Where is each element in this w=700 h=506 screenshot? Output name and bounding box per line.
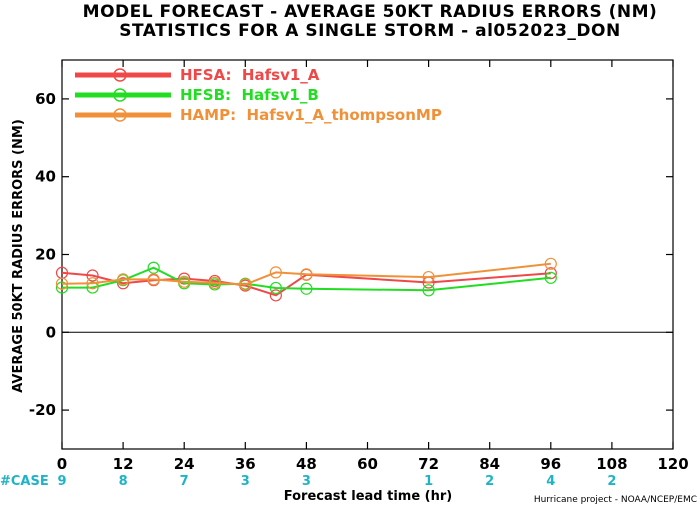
data-point	[300, 282, 313, 295]
data-point	[544, 257, 557, 270]
series-line	[62, 266, 551, 292]
data-point	[269, 289, 282, 302]
data-point	[116, 277, 130, 290]
legend-marker	[113, 108, 127, 122]
case-count: 3	[302, 474, 311, 489]
data-point	[86, 277, 99, 290]
data-point	[86, 281, 99, 294]
legend-label: HAMP: Hafsv1_A_thompsonMP	[180, 106, 442, 124]
case-count: 4	[546, 474, 555, 489]
x-tick-label: 24	[174, 455, 195, 473]
case-count: 3	[241, 474, 250, 489]
x-tick-label: 72	[418, 455, 439, 473]
case-count: 2	[607, 474, 616, 489]
x-axis-label: Forecast lead time (hr)	[284, 489, 452, 504]
y-tick-label: -20	[29, 401, 56, 419]
data-point	[300, 268, 313, 281]
y-tick-label: 0	[46, 323, 56, 341]
data-point	[86, 269, 99, 282]
x-tick-label: 12	[113, 455, 134, 473]
y-tick-label: 40	[35, 168, 56, 186]
x-tick-label: 48	[296, 455, 317, 473]
data-point	[55, 281, 69, 294]
data-point	[147, 273, 160, 286]
series-line	[61, 262, 551, 286]
case-count: 7	[180, 474, 189, 489]
data-point	[208, 276, 221, 289]
legend-label: HFSB: Hafsv1_B	[180, 86, 319, 104]
data-point	[55, 277, 69, 290]
data-point	[239, 278, 252, 291]
data-point	[116, 273, 130, 286]
case-count: 2	[485, 474, 494, 489]
y-axis-label: AVERAGE 50KT RADIUS ERRORS (NM)	[11, 119, 26, 393]
data-point	[269, 266, 282, 279]
data-point	[147, 261, 160, 274]
case-count: 9	[57, 474, 66, 489]
data-point	[269, 281, 282, 295]
data-point	[178, 275, 191, 288]
credit-text: Hurricane project - NOAA/NCEP/EMC	[534, 495, 697, 505]
x-tick-label: 120	[657, 455, 688, 473]
x-tick-label: 84	[479, 455, 500, 473]
x-tick-label: 0	[57, 455, 67, 473]
x-tick-label: 96	[540, 455, 561, 473]
x-tick-label: 36	[235, 455, 256, 473]
chart-subtitle: STATISTICS FOR A SINGLE STORM - al052023…	[119, 21, 620, 41]
legend-marker	[113, 68, 127, 82]
chart-title: MODEL FORECAST - AVERAGE 50KT RADIUS ERR…	[83, 2, 658, 22]
case-count-label: #CASE	[0, 474, 49, 489]
data-point	[422, 270, 435, 284]
x-tick-label: 108	[596, 455, 627, 473]
case-count: 1	[424, 474, 433, 489]
x-tick-label: 60	[357, 455, 378, 473]
y-tick-label: 20	[35, 246, 56, 264]
data-point	[422, 284, 435, 297]
legend-marker	[113, 88, 127, 102]
data-point	[544, 271, 557, 284]
case-count: 8	[119, 474, 128, 489]
legend-label: HFSA: Hafsv1_A	[180, 66, 320, 84]
y-tick-label: 60	[35, 90, 56, 108]
